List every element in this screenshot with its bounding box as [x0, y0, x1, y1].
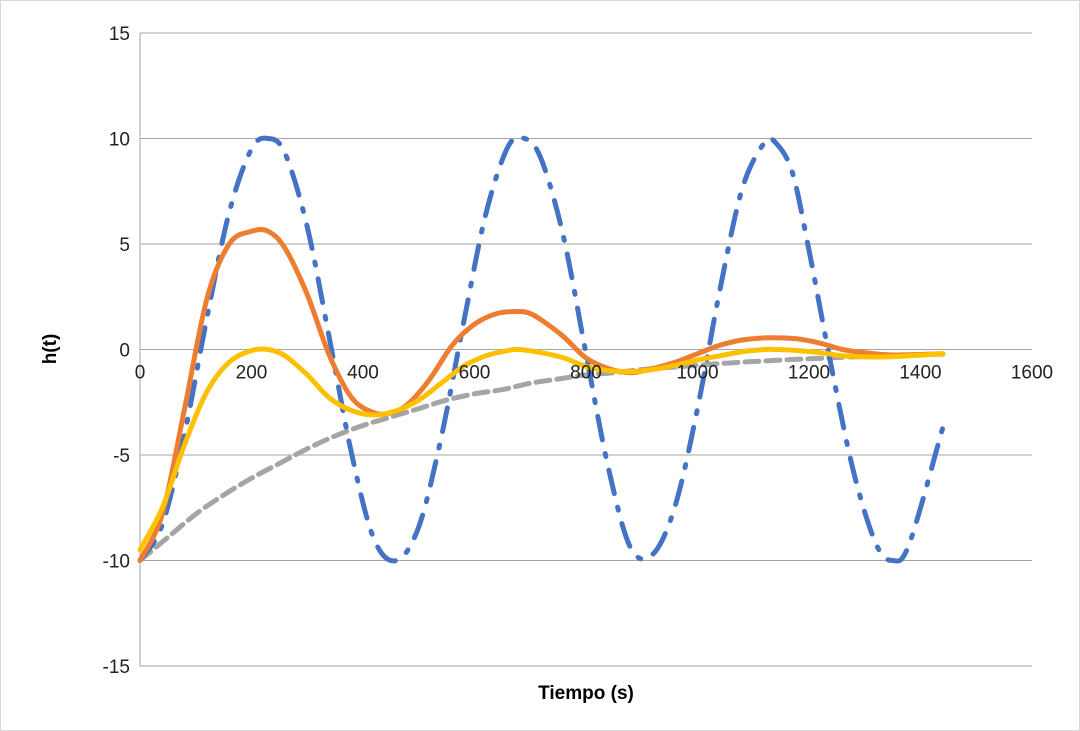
y-axis-title: h(t) — [40, 334, 61, 365]
y-tick-label: 0 — [119, 341, 130, 362]
series-line-1 — [137, 134, 946, 564]
y-tick-label: -10 — [103, 552, 130, 573]
x-tick-label: 1600 — [1011, 363, 1053, 384]
x-tick-label: 600 — [459, 363, 491, 384]
x-tick-label: 400 — [347, 363, 379, 384]
x-axis-title: Tiempo (s) — [538, 683, 634, 704]
x-tick-label: 1000 — [676, 363, 718, 384]
series-line-4 — [137, 351, 946, 563]
tick-labels: -15 -10 -5 0 5 10 15 0 200 400 600 800 1000 1200 1400 1… — [103, 24, 1054, 678]
y-tick-label: 10 — [109, 130, 130, 151]
series-line-2 — [137, 226, 946, 563]
x-tick-label: 1200 — [788, 363, 830, 384]
x-tick-label: 0 — [135, 363, 146, 384]
x-tick-label: 200 — [236, 363, 268, 384]
series-lines — [137, 134, 946, 564]
y-tick-label: 15 — [109, 24, 130, 45]
x-tick-label: 800 — [570, 363, 602, 384]
y-tick-label: 5 — [119, 235, 130, 256]
series-line-3 — [137, 346, 946, 553]
x-tick-label: 1400 — [899, 363, 941, 384]
y-tick-label: -5 — [113, 446, 130, 467]
y-tick-label: -15 — [103, 657, 130, 678]
